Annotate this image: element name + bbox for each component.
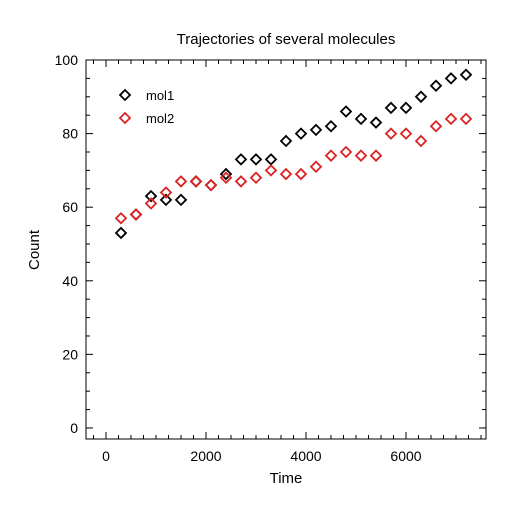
data-point-mol2 [204,178,218,192]
y-tick-label: 0 [70,420,78,436]
data-point-mol2 [429,119,443,133]
data-point-mol2 [144,197,158,210]
data-point-mol2 [384,127,398,140]
data-point-mol1 [249,153,263,166]
data-point-mol1 [294,127,308,140]
data-point-mol2 [294,167,308,181]
data-point-mol2 [174,175,188,188]
data-point-mol1 [234,153,248,166]
x-tick-label: 2000 [190,448,221,464]
data-point-mol2 [324,149,338,162]
data-point-mol1 [309,123,323,137]
data-point-mol1 [399,101,413,115]
x-tick-label: 6000 [390,448,421,464]
data-point-mol1 [414,90,428,104]
data-point-mol2 [369,149,383,162]
data-point-mol2 [354,149,368,162]
data-point-mol1 [159,193,173,207]
data-point-mol2 [444,112,458,126]
x-tick-label: 4000 [290,448,321,464]
y-tick-label: 80 [62,126,78,142]
data-point-mol2 [264,164,278,177]
data-point-mol1 [354,112,368,126]
data-point-mol2 [159,186,173,199]
data-point-mol1 [144,189,158,203]
data-point-mol2 [219,171,233,185]
data-point-mol1 [369,116,383,129]
data-point-mol1 [264,153,278,166]
y-tick-label: 40 [62,273,78,289]
data-point-mol1 [219,167,233,181]
data-point-mol2 [414,134,428,148]
chart-title: Trajectories of several molecules [177,31,396,48]
axis-tick-labels: 0 2000 4000 6000 0 20 40 60 80 100 [55,52,422,464]
data-point-mol1 [339,105,353,118]
data-point-mol2 [234,175,248,188]
y-tick-label: 20 [62,346,78,362]
data-point-mol1 [189,175,203,188]
legend-marker-mol1 [118,88,132,102]
data-point-mol2 [129,208,143,221]
data-points [114,68,473,240]
legend-label-mol1: mol1 [146,88,174,103]
data-point-mol2 [249,171,263,185]
data-point-mol1 [129,208,143,221]
series-mol2 [114,112,473,225]
y-tick-label: 100 [55,52,79,68]
data-point-mol2 [189,175,203,188]
legend-label-mol2: mol2 [146,111,174,126]
y-axis-label: Count [26,229,43,270]
data-point-mol1 [174,193,188,207]
data-point-mol1 [444,72,458,85]
data-point-mol2 [339,145,353,159]
data-point-mol1 [429,79,443,93]
data-point-mol1 [204,178,218,192]
legend-marker-mol2 [118,111,132,125]
data-point-mol1 [384,101,398,115]
x-axis-label: Time [270,470,303,487]
plot-frame [85,59,487,440]
data-point-mol1 [324,119,338,133]
legend: mol1 mol2 [118,88,174,126]
data-point-mol2 [459,112,473,126]
data-point-mol1 [114,226,128,240]
data-point-mol2 [114,211,128,225]
data-point-mol2 [399,127,413,140]
axis-ticks [86,59,486,439]
data-point-mol2 [279,167,293,181]
y-tick-label: 60 [62,199,78,215]
data-point-mol1 [459,68,473,81]
data-point-mol1 [279,134,293,148]
x-tick-label: 0 [102,448,110,464]
data-point-mol2 [309,160,323,173]
